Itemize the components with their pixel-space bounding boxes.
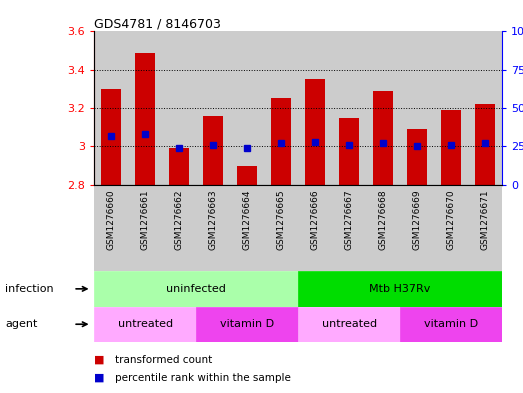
Text: GSM1276662: GSM1276662 <box>175 189 184 250</box>
Bar <box>407 129 427 185</box>
Text: ■: ■ <box>94 355 105 365</box>
Text: untreated: untreated <box>118 319 173 329</box>
Text: GSM1276664: GSM1276664 <box>243 189 252 250</box>
Bar <box>264 185 298 271</box>
Bar <box>468 185 502 271</box>
Text: GSM1276660: GSM1276660 <box>107 189 116 250</box>
Bar <box>400 307 502 342</box>
Text: GSM1276666: GSM1276666 <box>311 189 320 250</box>
Text: percentile rank within the sample: percentile rank within the sample <box>115 373 291 383</box>
Text: vitamin D: vitamin D <box>424 319 478 329</box>
Text: infection: infection <box>5 284 54 294</box>
Text: GSM1276668: GSM1276668 <box>379 189 388 250</box>
Bar <box>366 185 400 271</box>
Bar <box>162 185 196 271</box>
Bar <box>271 99 291 185</box>
Text: uninfected: uninfected <box>166 284 226 294</box>
Bar <box>196 185 230 271</box>
Bar <box>94 31 128 185</box>
Text: transformed count: transformed count <box>115 355 212 365</box>
Text: Mtb H37Rv: Mtb H37Rv <box>369 284 431 294</box>
Bar <box>468 31 502 185</box>
Bar <box>128 31 162 185</box>
Text: agent: agent <box>5 319 38 329</box>
Text: GSM1276663: GSM1276663 <box>209 189 218 250</box>
Bar <box>203 116 223 185</box>
Bar <box>305 79 325 185</box>
Bar <box>135 53 155 185</box>
Bar <box>298 31 332 185</box>
Bar <box>94 271 298 307</box>
Bar <box>298 185 332 271</box>
Bar <box>434 31 468 185</box>
Bar <box>264 31 298 185</box>
Text: GDS4781 / 8146703: GDS4781 / 8146703 <box>94 17 221 30</box>
Bar <box>169 148 189 185</box>
Bar <box>94 185 128 271</box>
Text: vitamin D: vitamin D <box>220 319 274 329</box>
Bar <box>162 31 196 185</box>
Bar <box>434 185 468 271</box>
Bar <box>196 31 230 185</box>
Bar <box>332 31 366 185</box>
Bar <box>400 185 434 271</box>
Bar <box>298 271 502 307</box>
Text: GSM1276661: GSM1276661 <box>141 189 150 250</box>
Bar <box>230 31 264 185</box>
Bar <box>94 307 196 342</box>
Text: GSM1276670: GSM1276670 <box>447 189 456 250</box>
Bar <box>441 110 461 185</box>
Text: untreated: untreated <box>322 319 377 329</box>
Text: GSM1276669: GSM1276669 <box>413 189 422 250</box>
Bar <box>332 185 366 271</box>
Bar <box>366 31 400 185</box>
Bar <box>298 307 400 342</box>
Bar <box>128 185 162 271</box>
Bar <box>339 118 359 185</box>
Text: ■: ■ <box>94 373 105 383</box>
Bar <box>475 104 495 185</box>
Bar <box>400 31 434 185</box>
Bar <box>237 165 257 185</box>
Bar <box>101 89 121 185</box>
Text: GSM1276671: GSM1276671 <box>481 189 490 250</box>
Bar <box>196 307 298 342</box>
Bar <box>373 91 393 185</box>
Text: GSM1276667: GSM1276667 <box>345 189 354 250</box>
Text: GSM1276665: GSM1276665 <box>277 189 286 250</box>
Bar <box>230 185 264 271</box>
